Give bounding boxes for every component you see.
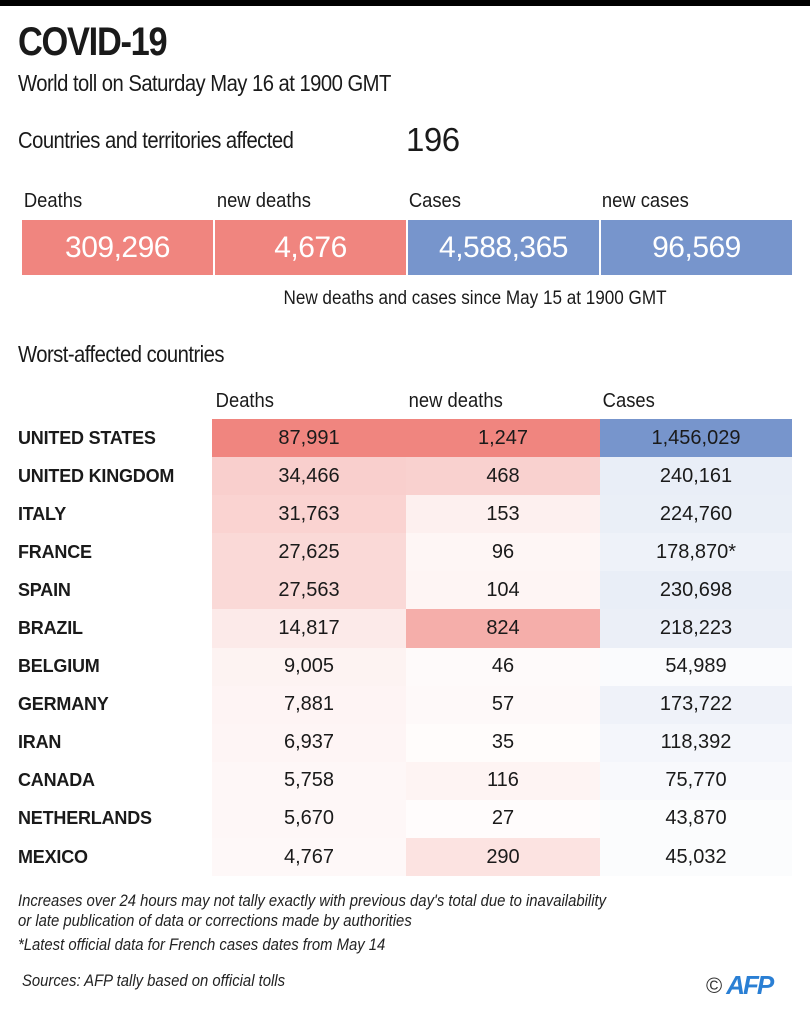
new-deaths-cell: 96 bbox=[406, 533, 600, 572]
deaths-cell: 7,881 bbox=[212, 685, 406, 724]
countries-heatmap-table: UNITED STATES 87,991 1,247 1,456,029 UNITED … bbox=[0, 419, 810, 877]
country-name: ITALY bbox=[18, 503, 67, 524]
new-deaths-cell: 153 bbox=[406, 495, 600, 534]
cases-cell: 240,161 bbox=[600, 457, 792, 496]
table-row: UNITED KINGDOM 34,466 468 240,161 bbox=[0, 457, 810, 496]
total-new-deaths-value: 4,676 bbox=[215, 220, 406, 275]
page-title: COVID-19 bbox=[18, 20, 168, 64]
table-row: ITALY 31,763 153 224,760 bbox=[0, 495, 810, 534]
cases-cell: 1,456,029 bbox=[600, 419, 792, 458]
country-name: IRAN bbox=[18, 732, 62, 753]
deaths-cell: 14,817 bbox=[212, 609, 406, 648]
table-row: NETHERLANDS 5,670 27 43,870 bbox=[0, 799, 810, 839]
country-name: BELGIUM bbox=[18, 656, 100, 677]
deaths-cell: 31,763 bbox=[212, 495, 406, 534]
cases-cell: 173,722 bbox=[600, 685, 792, 724]
country-name: SPAIN bbox=[18, 579, 71, 600]
new-deaths-cell: 290 bbox=[406, 838, 600, 877]
cases-cell: 230,698 bbox=[600, 571, 792, 610]
totals-row: 309,296 4,676 4,588,365 96,569 bbox=[22, 220, 792, 275]
country-name: CANADA bbox=[18, 770, 95, 791]
worst-affected-title: Worst-affected countries bbox=[18, 341, 224, 367]
table-row: IRAN 6,937 35 118,392 bbox=[0, 723, 810, 762]
total-cases-value: 4,588,365 bbox=[408, 220, 599, 275]
table-row: BELGIUM 9,005 46 54,989 bbox=[0, 647, 810, 686]
cases-cell: 118,392 bbox=[600, 723, 792, 762]
totals-headers: Deaths new deaths Cases new cases bbox=[22, 190, 792, 216]
country-name: FRANCE bbox=[18, 541, 92, 562]
new-deaths-cell: 468 bbox=[406, 457, 600, 496]
totals-note: New deaths and cases since May 15 at 190… bbox=[283, 288, 667, 309]
table-row: SPAIN 27,563 104 230,698 bbox=[0, 571, 810, 610]
total-deaths-value: 309,296 bbox=[22, 220, 213, 275]
country-name: UNITED KINGDOM bbox=[18, 465, 175, 486]
new-deaths-cell: 104 bbox=[406, 571, 600, 610]
new-deaths-cell: 27 bbox=[406, 799, 600, 839]
totals-header-cases: Cases bbox=[408, 190, 462, 212]
table-row: GERMANY 7,881 57 173,722 bbox=[0, 685, 810, 724]
countries-affected-value: 196 bbox=[406, 121, 460, 158]
country-name: NETHERLANDS bbox=[18, 808, 152, 829]
cases-cell: 218,223 bbox=[600, 609, 792, 648]
new-deaths-cell: 116 bbox=[406, 761, 600, 800]
new-deaths-cell: 35 bbox=[406, 723, 600, 762]
country-name: GERMANY bbox=[18, 694, 109, 715]
countries-affected-label: Countries and territories affected bbox=[18, 127, 294, 153]
afp-logo: AFP bbox=[726, 970, 774, 1000]
footnote-line-1: Increases over 24 hours may not tally ex… bbox=[18, 892, 607, 910]
page-subtitle: World toll on Saturday May 16 at 1900 GM… bbox=[18, 70, 391, 96]
table-row: UNITED STATES 87,991 1,247 1,456,029 bbox=[0, 419, 810, 458]
totals-header-deaths: Deaths bbox=[23, 190, 83, 212]
column-header-deaths: Deaths bbox=[215, 390, 274, 412]
cases-cell: 45,032 bbox=[600, 838, 792, 877]
cases-cell: 43,870 bbox=[600, 799, 792, 839]
deaths-cell: 27,625 bbox=[212, 533, 406, 572]
totals-header-new-cases: new cases bbox=[601, 190, 689, 212]
country-name: MEXICO bbox=[18, 846, 88, 867]
column-header-cases: Cases bbox=[602, 390, 655, 412]
sources-note: Sources: AFP tally based on official tol… bbox=[22, 972, 286, 990]
deaths-cell: 87,991 bbox=[212, 419, 406, 458]
footnote-line-2: or late publication of data or correctio… bbox=[18, 912, 412, 930]
footnote-france: *Latest official data for French cases d… bbox=[18, 936, 386, 954]
table-headers: Deaths new deaths Cases bbox=[212, 390, 792, 416]
deaths-cell: 27,563 bbox=[212, 571, 406, 610]
top-bar bbox=[0, 0, 810, 6]
table-row: BRAZIL 14,817 824 218,223 bbox=[0, 609, 810, 648]
deaths-cell: 5,670 bbox=[212, 799, 406, 839]
table-row: CANADA 5,758 116 75,770 bbox=[0, 761, 810, 800]
country-name: BRAZIL bbox=[18, 618, 83, 639]
totals-header-new-deaths: new deaths bbox=[216, 190, 311, 212]
column-header-new-deaths: new deaths bbox=[409, 390, 504, 412]
new-deaths-cell: 46 bbox=[406, 647, 600, 686]
total-new-cases-value: 96,569 bbox=[601, 220, 792, 275]
cases-cell: 178,870* bbox=[600, 533, 792, 572]
new-deaths-cell: 824 bbox=[406, 609, 600, 648]
table-row: FRANCE 27,625 96 178,870* bbox=[0, 533, 810, 572]
new-deaths-cell: 57 bbox=[406, 685, 600, 724]
afp-credit: © AFP bbox=[706, 970, 774, 1001]
deaths-cell: 34,466 bbox=[212, 457, 406, 496]
country-name: UNITED STATES bbox=[18, 427, 156, 448]
cases-cell: 54,989 bbox=[600, 647, 792, 686]
deaths-cell: 9,005 bbox=[212, 647, 406, 686]
cases-cell: 75,770 bbox=[600, 761, 792, 800]
deaths-cell: 5,758 bbox=[212, 761, 406, 800]
table-row: MEXICO 4,767 290 45,032 bbox=[0, 838, 810, 877]
deaths-cell: 4,767 bbox=[212, 838, 406, 877]
cases-cell: 224,760 bbox=[600, 495, 792, 534]
copyright-icon: © bbox=[706, 972, 723, 998]
deaths-cell: 6,937 bbox=[212, 723, 406, 762]
new-deaths-cell: 1,247 bbox=[406, 419, 600, 458]
